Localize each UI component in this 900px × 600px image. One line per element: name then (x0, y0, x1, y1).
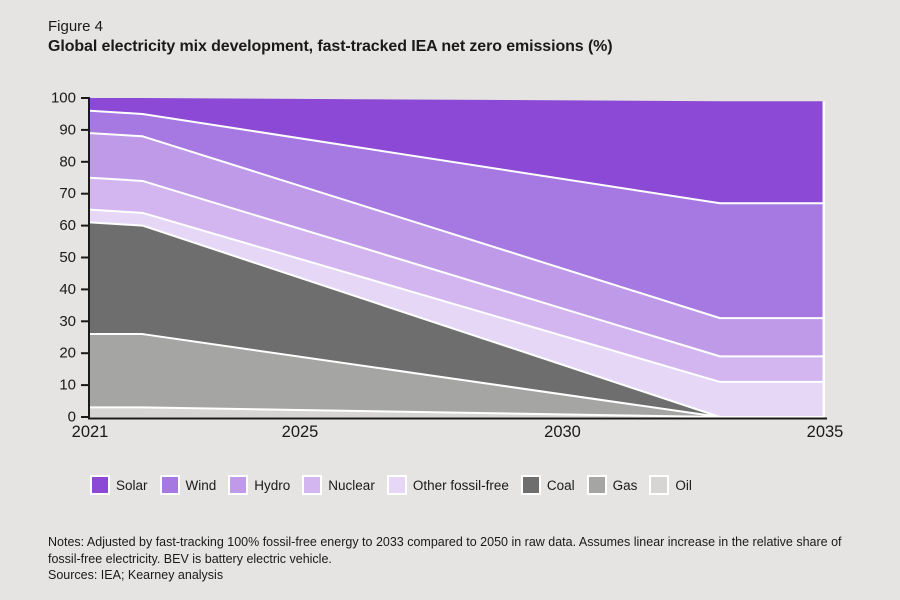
y-axis-tick-label: 50 (59, 249, 76, 266)
y-axis-tick-label: 60 (59, 217, 76, 234)
legend-swatch-gas (586, 475, 607, 495)
legend-item-coal: Coal (520, 475, 575, 495)
legend-label-hydro: Hydro (254, 477, 291, 493)
y-axis-tick-label: 10 (59, 377, 76, 394)
band-boundary-line (89, 208, 825, 383)
legend-swatch-solar (90, 475, 110, 495)
figure-notes: Notes: Adjusted by fast-tracking 100% fo… (48, 535, 842, 566)
x-axis-tick-label: 2035 (807, 423, 844, 441)
y-axis-tick-label: 30 (59, 313, 76, 330)
y-axis-tick-label: 90 (59, 121, 76, 138)
x-axis-tick-label: 2025 (282, 423, 319, 441)
area-band-gas (90, 334, 825, 417)
legend-label-other-fossil-free: Other fossil-free (412, 477, 509, 493)
legend-label-oil: Oil (675, 477, 692, 493)
band-boundary-line (89, 221, 825, 418)
legend-item-gas: Gas (586, 475, 638, 495)
chart-legend: Solar Wind Hydro Nuclear Other fossil-free Co… (90, 475, 692, 495)
legend-swatch-coal (520, 475, 541, 495)
area-band-nuclear (90, 177, 825, 382)
legend-swatch-nuclear (302, 475, 323, 495)
area-band-coal (90, 222, 825, 417)
area-band-hydro (90, 133, 825, 357)
area-band-other-fossil-free (90, 209, 825, 417)
band-boundary-line (89, 109, 825, 205)
y-axis-tick-label: 40 (59, 281, 76, 298)
legend-item-wind: Wind (159, 475, 217, 495)
legend-item-nuclear: Nuclear (302, 475, 375, 495)
area-band-solar (90, 98, 825, 204)
legend-label-nuclear: Nuclear (328, 477, 375, 493)
legend-label-gas: Gas (612, 477, 638, 493)
chart-title: Global electricity mix development, fast… (48, 38, 613, 55)
legend-swatch-wind (159, 475, 180, 495)
legend-label-solar: Solar (116, 477, 148, 493)
x-axis-tick-label: 2030 (544, 423, 581, 441)
legend-swatch-hydro (228, 475, 249, 495)
legend-label-coal: Coal (546, 477, 575, 493)
legend-item-solar: Solar (90, 475, 148, 495)
y-axis-tick-label: 80 (59, 153, 76, 170)
band-boundary-line (89, 132, 825, 320)
area-band-wind (90, 110, 825, 319)
y-axis-tick-label: 20 (59, 345, 76, 362)
legend-label-wind: Wind (185, 477, 217, 493)
legend-swatch-other-fossil-free (386, 475, 407, 495)
band-boundary-line (89, 176, 825, 358)
legend-item-oil: Oil (649, 475, 692, 495)
y-axis-tick-label: 70 (59, 185, 76, 202)
figure-sources: Sources: IEA; Kearney analysis (48, 568, 224, 582)
y-axis-tick-label: 100 (51, 90, 76, 107)
legend-item-other-fossil-free: Other fossil-free (386, 475, 509, 495)
legend-swatch-oil (649, 475, 670, 495)
y-axis-tick-label: 0 (68, 409, 76, 426)
legend-item-hydro: Hydro (228, 475, 290, 495)
x-axis-tick-label: 2021 (72, 423, 109, 441)
figure-label: Figure 4 (48, 18, 104, 35)
